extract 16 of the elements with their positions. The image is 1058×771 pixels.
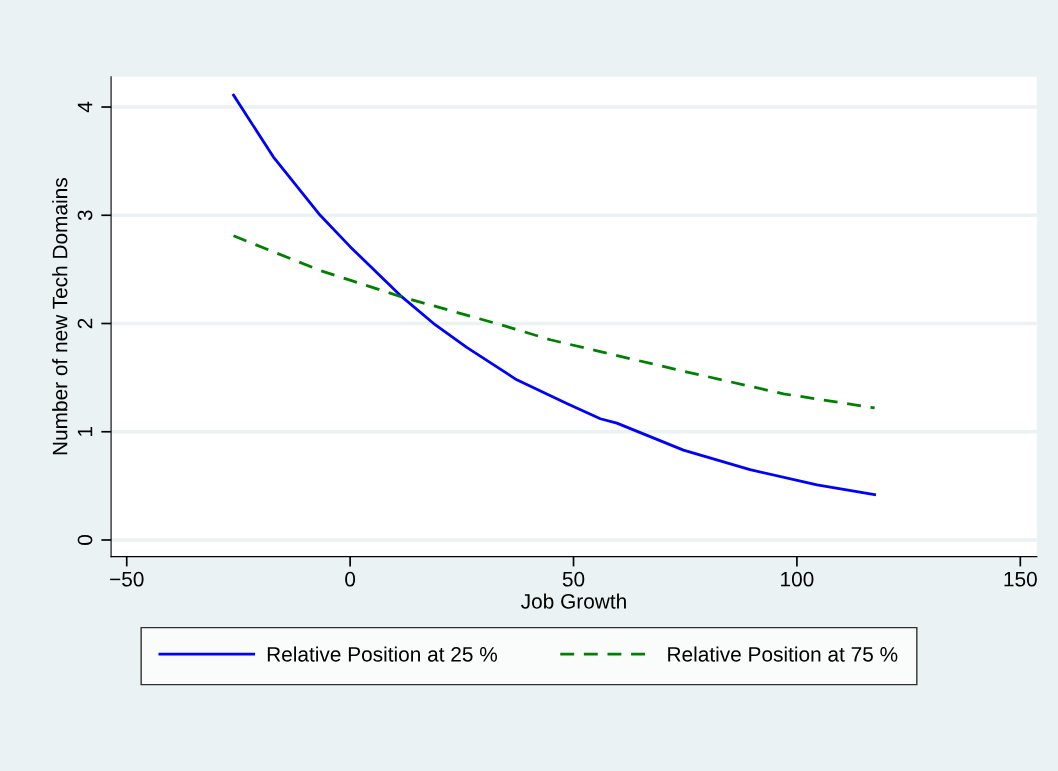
y-tick-label: 1 xyxy=(77,426,93,436)
y-tick-label: 3 xyxy=(77,210,93,221)
x-axis-title: Job Growth xyxy=(521,593,626,609)
x-tick-label: 150 xyxy=(1004,571,1037,587)
line-series xyxy=(232,93,877,496)
x-tick-label: −50 xyxy=(110,571,144,587)
y-axis-title: Number of new Tech Domains xyxy=(52,178,68,455)
legend-label: Relative Position at 25 % xyxy=(267,646,498,662)
y-tick-label: 4 xyxy=(77,101,93,113)
x-tick-label: 50 xyxy=(562,571,585,587)
legend-label: Relative Position at 75 % xyxy=(668,646,898,662)
y-tick-label: 0 xyxy=(77,535,93,545)
x-tick-label: 100 xyxy=(781,571,814,587)
y-tick-label: 2 xyxy=(77,318,93,329)
x-tick-label: 0 xyxy=(345,571,356,587)
line-series xyxy=(232,234,877,410)
